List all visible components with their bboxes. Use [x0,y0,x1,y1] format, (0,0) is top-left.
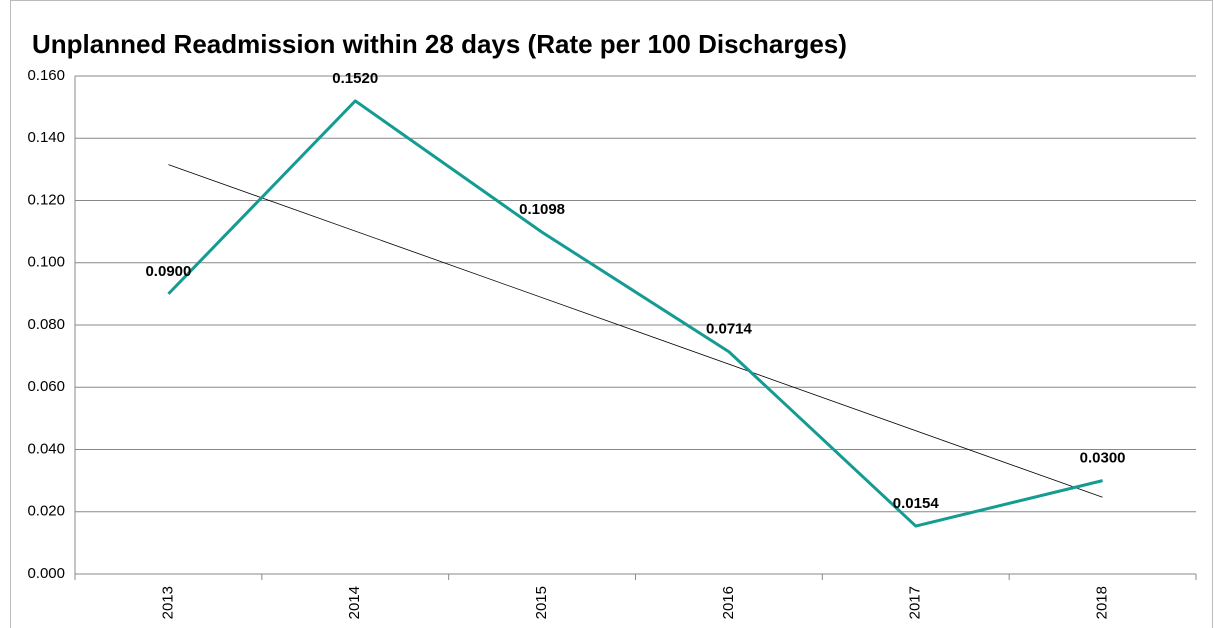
trendline [168,164,1103,498]
data-label: 0.1098 [519,201,565,218]
x-tick-label: 2015 [533,586,550,619]
y-tick-label: 0.020 [27,503,65,520]
data-label: 0.0714 [706,321,753,338]
chart-title: Unplanned Readmission within 28 days (Ra… [32,29,847,59]
y-tick-label: 0.000 [27,565,65,582]
x-tick-label: 2014 [346,586,363,619]
data-label: 0.1520 [332,70,378,87]
x-tick-label: 2016 [720,586,737,619]
data-line [167,99,1103,528]
x-tick-label: 2018 [1094,586,1111,619]
x-tick-label: 2017 [907,586,924,619]
y-tick-label: 0.040 [27,440,65,457]
chart-border [10,0,1213,628]
y-tick-label: 0.160 [27,67,65,84]
y-tick-label: 0.120 [27,191,65,208]
x-tick-label: 2013 [159,586,176,619]
data-label: 0.0154 [893,495,940,512]
data-label: 0.0900 [145,263,191,280]
y-tick-label: 0.080 [27,316,65,333]
data-label: 0.0300 [1080,450,1126,467]
y-tick-label: 0.140 [27,129,65,146]
y-tick-label: 0.100 [27,254,65,271]
y-tick-label: 0.060 [27,378,65,395]
